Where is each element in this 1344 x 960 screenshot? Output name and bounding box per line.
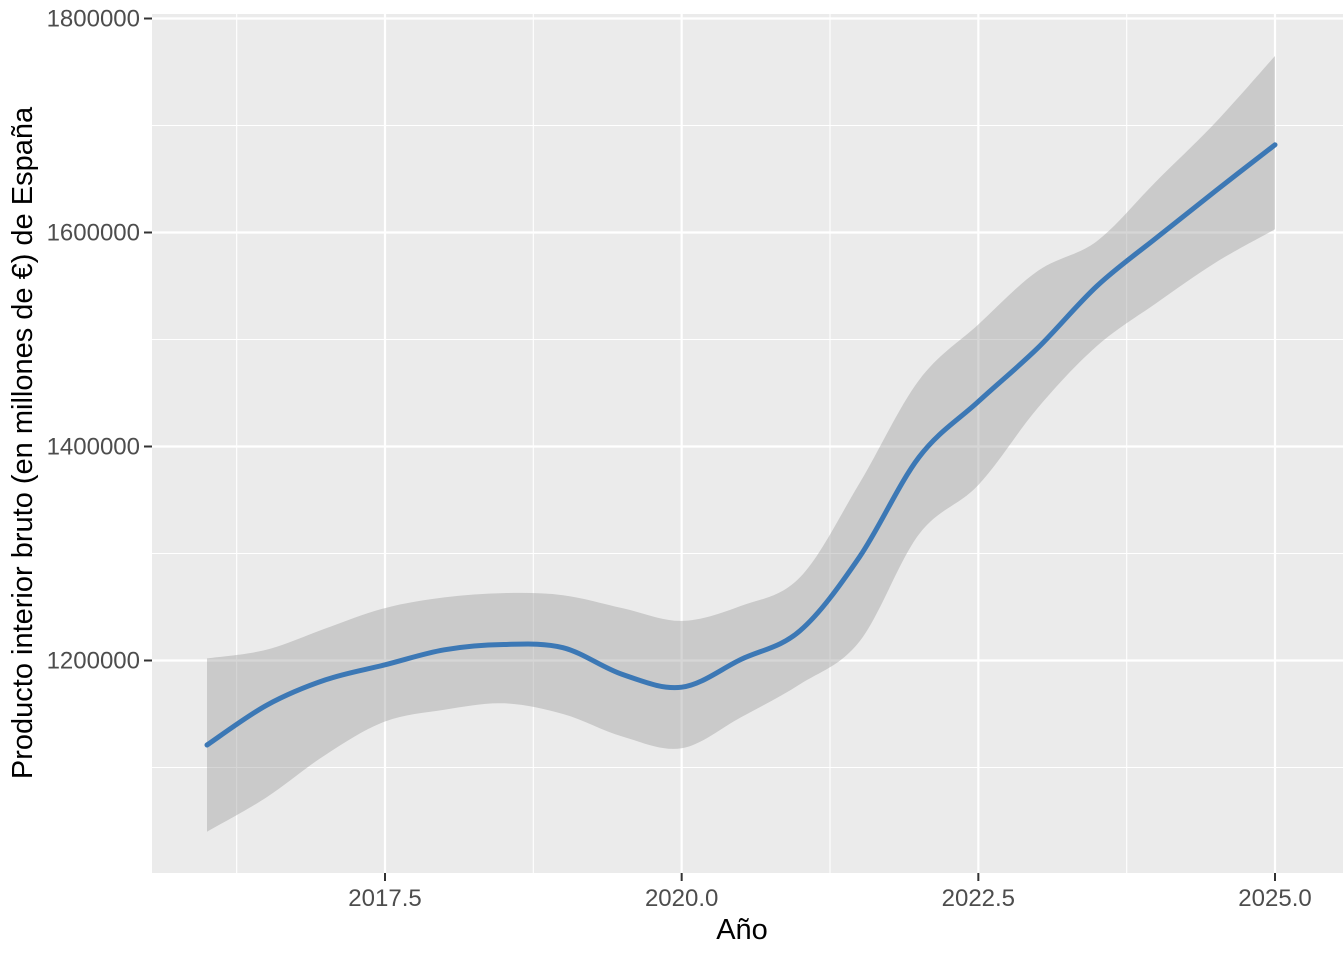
y-tick-label: 1200000 <box>47 648 140 675</box>
x-tick-label: 2017.5 <box>348 885 421 912</box>
x-tick-label: 2022.5 <box>942 885 1015 912</box>
confidence-ribbon <box>207 56 1275 832</box>
trend-line <box>204 142 1278 748</box>
x-tick-label: 2025.0 <box>1238 885 1311 912</box>
axes: 2017.5 2020.0 2022.5 2025.0 1200000 1400000 16… <box>47 6 1312 912</box>
plot-panel <box>152 14 1343 873</box>
y-axis-title: Producto interior bruto (en millones de … <box>7 106 39 779</box>
panel-background <box>152 14 1343 873</box>
y-tick-label: 1800000 <box>47 6 140 33</box>
y-tick-label: 1600000 <box>47 220 140 247</box>
x-axis-title: Año <box>716 914 768 946</box>
y-tick-label: 1400000 <box>47 434 140 461</box>
x-tick-label: 2020.0 <box>645 885 718 912</box>
